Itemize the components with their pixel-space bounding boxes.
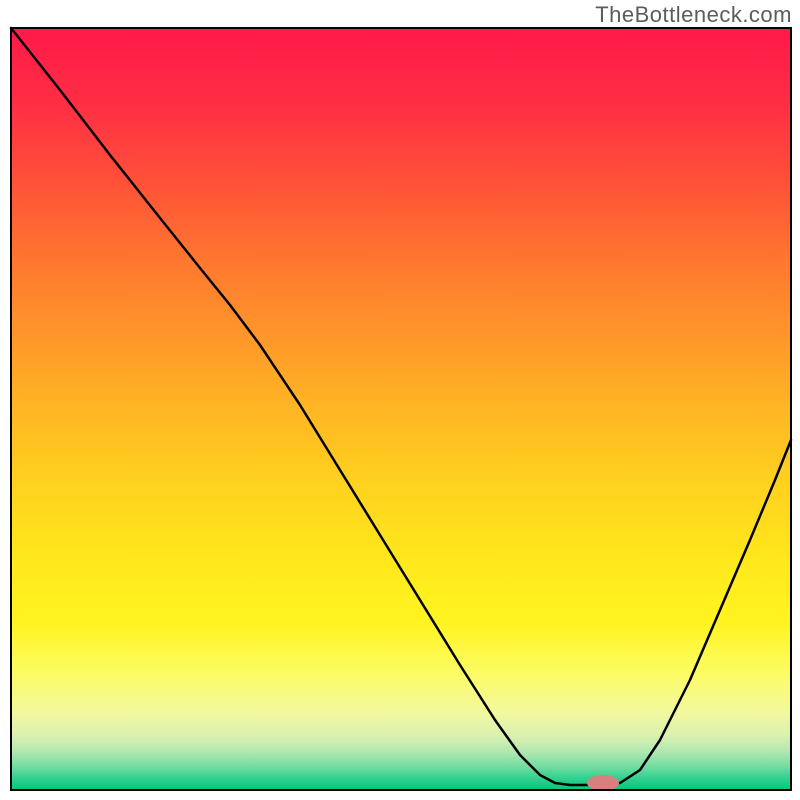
bottleneck-chart: [0, 0, 800, 800]
plot-background: [11, 28, 791, 790]
chart-container: TheBottleneck.com: [0, 0, 800, 800]
watermark-text: TheBottleneck.com: [595, 2, 792, 28]
optimal-point-marker: [587, 775, 619, 791]
